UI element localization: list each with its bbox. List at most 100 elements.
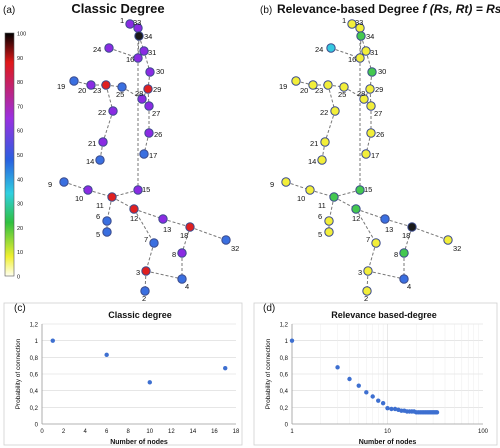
relevance-node-label-14: 14: [308, 157, 316, 166]
data-point: [335, 365, 340, 370]
classic-node-12: [129, 204, 139, 214]
classic-node-label-22: 22: [98, 108, 106, 117]
x-tick-label: 12: [168, 429, 175, 435]
classic-edge-25-28: [121, 86, 143, 100]
relevance-node-30: [367, 67, 377, 77]
x-tick-label: 14: [190, 429, 197, 435]
relevance-node-label-24: 24: [315, 45, 323, 54]
data-point: [380, 400, 386, 406]
relevance-node-label-11: 11: [318, 201, 326, 210]
relevance-node-label-21: 21: [310, 139, 318, 148]
classic-node-7: [149, 238, 159, 248]
classic-node-label-6: 6: [96, 212, 100, 221]
classic-node-label-27: 27: [152, 109, 160, 118]
classic-node-28: [137, 94, 147, 104]
colorbar-tick-label: 0: [17, 275, 20, 281]
panel-a-label: (a): [3, 5, 15, 16]
data-point: [356, 383, 361, 388]
classic-node-30: [145, 67, 155, 77]
colorbar-gradient: [4, 32, 15, 277]
relevance-nodes: [281, 19, 453, 296]
classic-node-label-19: 19: [57, 82, 65, 91]
data-point: [370, 394, 375, 399]
relevance-node-8: [399, 248, 409, 258]
panel-d-label: (d): [263, 303, 275, 314]
relevance-node-2: [362, 286, 372, 296]
classic-node-label-29: 29: [153, 85, 161, 94]
relevance-node-label-22: 22: [320, 108, 328, 117]
classic-node-label-23: 23: [93, 86, 101, 95]
relevance-node-label-6: 6: [318, 212, 322, 221]
classic-node-label-26: 26: [154, 130, 162, 139]
classic-node-label-3: 3: [136, 268, 140, 277]
classic-node-label-13: 13: [163, 225, 171, 234]
relevance-edge-22-21: [324, 110, 336, 143]
classic-node-label-11: 11: [96, 201, 104, 210]
x-tick-label: 0: [40, 429, 44, 435]
panel-b-label: (b): [260, 5, 272, 16]
colorbar-tick-label: 60: [17, 129, 23, 135]
classic-node-label-32: 32: [231, 244, 239, 253]
classic-node-label-31: 31: [148, 48, 156, 57]
classic-edge-3-4: [145, 270, 183, 280]
data-point: [376, 398, 381, 403]
x-tick-label: 18: [233, 429, 240, 435]
classic-node-label-4: 4: [185, 282, 189, 291]
y-tick-label: 0: [285, 423, 289, 429]
relevance-edge-31-30: [365, 50, 373, 73]
relevance-edge-3-4: [367, 270, 405, 280]
panel-b-title-prefix: Relevance-based Degree: [277, 2, 422, 16]
classic-node-29: [143, 84, 153, 94]
relevance-edge-34-16: [359, 35, 362, 59]
classic-node-label-5: 5: [96, 230, 100, 239]
relevance-node-34: [356, 31, 366, 41]
classic-node-27: [144, 101, 154, 111]
classic-node-22: [108, 106, 118, 116]
classic-node-31: [139, 46, 149, 56]
relevance-node-label-12: 12: [352, 214, 360, 223]
classic-node-8: [177, 248, 187, 258]
y-tick-label: 0,4: [280, 389, 289, 395]
relevance-node-label-2: 2: [364, 294, 368, 303]
panel-b-title-formula: f (Rs, Rt) = Rs·Rt: [422, 2, 500, 16]
relevance-node-label-17: 17: [371, 151, 379, 160]
relevance-node-14: [317, 155, 327, 165]
classic-node-3: [141, 266, 151, 276]
relevance-node-label-34: 34: [366, 32, 374, 41]
x-tick-label: 100: [478, 429, 489, 435]
relevance-node-label-27: 27: [374, 109, 382, 118]
relevance-node-9: [281, 177, 291, 187]
classic-node-26: [144, 128, 154, 138]
relevance-node-label-29: 29: [375, 85, 383, 94]
relevance-node-19: [291, 76, 301, 86]
relevance-node-18: [407, 222, 417, 232]
relevance-node-label-16: 16: [348, 55, 356, 64]
relevance-node-28: [359, 94, 369, 104]
relevance-node-26: [366, 128, 376, 138]
data-point: [434, 410, 440, 415]
classic-node-label-9: 9: [48, 180, 52, 189]
classic-node-label-20: 20: [78, 86, 86, 95]
colorbar-tick-label: 20: [17, 226, 23, 232]
classic-node-15: [133, 185, 143, 195]
relevance-node-11: [329, 192, 339, 202]
classic-node-10: [83, 185, 93, 195]
relevance-node-label-4: 4: [407, 282, 411, 291]
classic-node-label-12: 12: [130, 214, 138, 223]
colorbar-tick-label: 80: [17, 80, 23, 86]
classic-node-label-28: 28: [135, 89, 143, 98]
classic-node-16: [133, 53, 143, 63]
data-point: [289, 338, 295, 343]
relevance-node-label-28: 28: [357, 89, 365, 98]
relevance-node-label-15: 15: [364, 185, 372, 194]
classic-node-label-17: 17: [149, 151, 157, 160]
x-tick-label: 6: [105, 429, 109, 435]
classic-node-4: [177, 274, 187, 284]
y-tick-label: 0,6: [280, 373, 289, 379]
colorbar-tick-label: 50: [17, 153, 23, 159]
data-point: [223, 365, 228, 371]
classic-edge-24-16: [108, 47, 139, 59]
classic-node-11: [107, 192, 117, 202]
classic-node-label-1: 1: [120, 16, 124, 25]
